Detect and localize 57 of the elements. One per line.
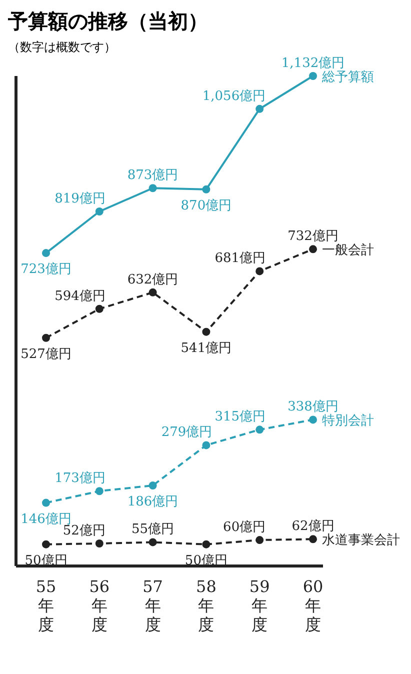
data-label: 62億円: [292, 519, 334, 534]
point: [256, 536, 264, 544]
data-label: 541億円: [180, 340, 232, 356]
point: [148, 288, 157, 296]
point: [309, 72, 317, 80]
point: [95, 487, 104, 496]
x-tick-label: 60年度: [302, 577, 324, 634]
point: [42, 540, 50, 548]
chart-title: 予算額の推移（当初）: [8, 8, 209, 35]
data-label: 632億円: [127, 272, 178, 288]
x-tick-label: 58年度: [196, 577, 216, 634]
data-label: 873億円: [127, 168, 178, 184]
data-label: 186億円: [127, 494, 178, 510]
data-label: 60億円: [223, 520, 266, 536]
data-label: 52億円: [62, 523, 106, 538]
point: [256, 104, 264, 113]
x-tick-label: 59年度: [249, 577, 270, 634]
data-label: 594億円: [54, 288, 106, 304]
series-label: 一般会計: [322, 243, 374, 258]
data-label: 338億円: [288, 400, 338, 415]
point: [42, 334, 50, 342]
data-label: 55億円: [132, 522, 174, 538]
point: [202, 441, 210, 450]
series-label: 水道事業会計: [322, 533, 400, 548]
point: [148, 481, 157, 490]
series-label: 総予算額: [321, 70, 374, 85]
point: [42, 498, 50, 507]
x-tick-label: 56年度: [89, 577, 110, 634]
x-tick-label: 57年度: [142, 577, 163, 634]
data-label: 870億円: [180, 198, 232, 214]
point: [95, 207, 104, 216]
point: [148, 538, 157, 546]
point: [95, 539, 104, 548]
data-label: 279億円: [161, 425, 212, 440]
point: [309, 416, 317, 424]
point: [309, 245, 317, 254]
data-label: 527億円: [20, 346, 72, 362]
point: [202, 328, 210, 336]
chart-subtitle: （数字は概数です）: [8, 39, 117, 56]
data-label: 173億円: [54, 471, 106, 486]
point: [309, 535, 317, 544]
data-label: 681億円: [214, 251, 266, 266]
data-label: 315億円: [214, 410, 266, 425]
point: [95, 304, 104, 313]
point: [148, 184, 157, 192]
point: [202, 185, 210, 194]
point: [256, 267, 264, 276]
point: [42, 249, 50, 258]
series-label: 特別会計: [322, 414, 374, 429]
point: [202, 540, 210, 548]
data-label: 819億円: [54, 191, 106, 206]
data-label: 1,132億円: [281, 56, 345, 71]
data-label: 732億円: [288, 229, 338, 244]
data-label: 723億円: [20, 262, 72, 278]
data-label: 1,056億円: [202, 88, 266, 104]
x-tick-label: 55年度: [36, 577, 56, 634]
point: [256, 426, 264, 434]
